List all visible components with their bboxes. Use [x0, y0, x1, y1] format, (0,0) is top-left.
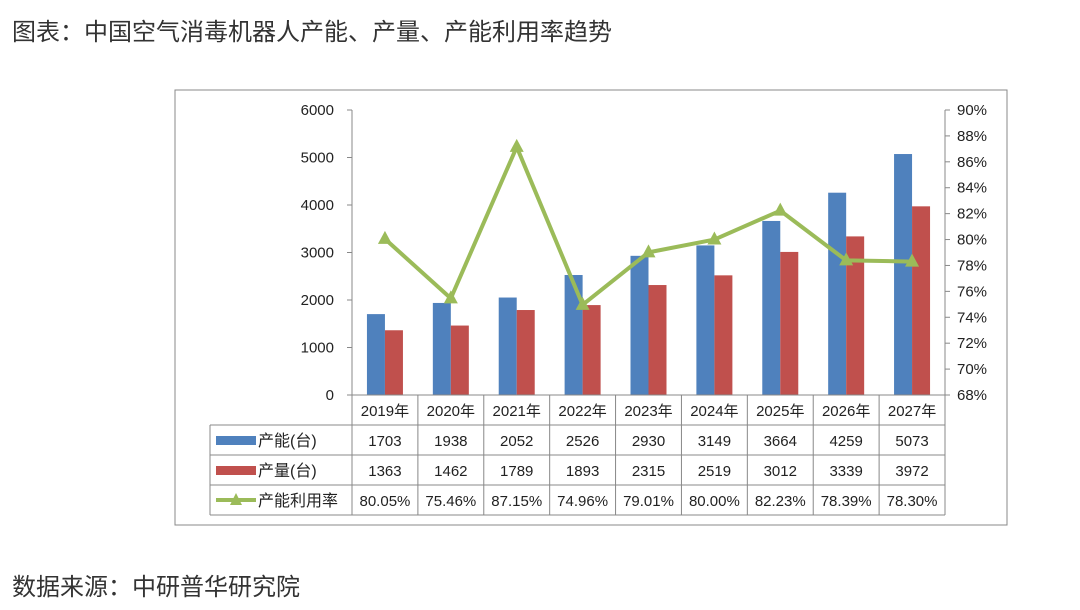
table-value: 78.39%	[821, 493, 872, 510]
legend-label: 产能(台)	[258, 432, 317, 450]
table-value: 82.23%	[755, 493, 806, 510]
table-value: 80.00%	[689, 493, 740, 510]
left-tick-label: 1000	[301, 340, 334, 357]
capacity-bar	[432, 302, 451, 395]
right-tick-label: 80%	[957, 232, 987, 249]
table-value: 3339	[829, 463, 862, 480]
table-value: 2930	[632, 433, 665, 450]
capacity-bar	[894, 154, 913, 395]
table-value: 79.01%	[623, 493, 674, 510]
category-label: 2019年	[361, 403, 409, 420]
capacity-bar	[828, 192, 847, 395]
category-label: 2020年	[427, 403, 475, 420]
right-tick-label: 84%	[957, 180, 987, 197]
production-bar	[780, 251, 799, 395]
utilization-marker	[707, 231, 722, 245]
table-value: 2526	[566, 433, 599, 450]
table-value: 1789	[500, 463, 533, 480]
legend-marker	[230, 493, 242, 505]
right-tick-label: 74%	[957, 309, 987, 326]
production-bar	[648, 285, 667, 395]
legend-label: 产量(台)	[258, 462, 317, 480]
production-bar	[516, 310, 535, 395]
utilization-marker	[575, 296, 590, 310]
left-tick-label: 6000	[301, 102, 334, 119]
capacity-bar	[762, 220, 781, 395]
table-value: 3664	[764, 433, 797, 450]
table-value: 75.46%	[425, 493, 476, 510]
utilization-marker	[773, 202, 788, 216]
category-label: 2025年	[756, 403, 804, 420]
category-label: 2026年	[822, 403, 870, 420]
right-tick-label: 76%	[957, 283, 987, 300]
production-bar	[582, 305, 601, 395]
production-bar	[714, 275, 733, 395]
left-tick-label: 0	[326, 387, 334, 404]
legend-swatch	[216, 466, 256, 475]
left-tick-label: 2000	[301, 292, 334, 309]
table-value: 1363	[368, 463, 401, 480]
table-value: 1893	[566, 463, 599, 480]
capacity-bar	[564, 275, 583, 395]
table-value: 2052	[500, 433, 533, 450]
table-value: 1938	[434, 433, 467, 450]
table-value: 80.05%	[360, 493, 411, 510]
table-value: 2519	[698, 463, 731, 480]
category-label: 2027年	[888, 403, 936, 420]
table-value: 3012	[764, 463, 797, 480]
production-bar	[912, 206, 931, 395]
production-bar	[846, 236, 865, 395]
right-tick-label: 86%	[957, 154, 987, 171]
right-tick-label: 88%	[957, 128, 987, 145]
table-value: 1462	[434, 463, 467, 480]
left-tick-label: 4000	[301, 197, 334, 214]
table-value: 1703	[368, 433, 401, 450]
category-label: 2022年	[558, 403, 606, 420]
table-value: 3149	[698, 433, 731, 450]
table-value: 3972	[895, 463, 928, 480]
category-label: 2023年	[624, 403, 672, 420]
data-source: 数据来源：中研普华研究院	[12, 573, 300, 601]
utilization-marker	[443, 290, 458, 304]
table-value: 87.15%	[491, 493, 542, 510]
category-label: 2021年	[493, 403, 541, 420]
utilization-marker	[377, 230, 392, 244]
left-tick-label: 3000	[301, 245, 334, 262]
right-tick-label: 90%	[957, 102, 987, 119]
legend-swatch	[216, 436, 256, 445]
capacity-bar	[498, 297, 517, 395]
table-value: 4259	[829, 433, 862, 450]
capacity-bar	[366, 314, 385, 395]
table-value: 2315	[632, 463, 665, 480]
legend-label: 产能利用率	[258, 492, 338, 510]
utilization-marker	[905, 253, 920, 267]
table-value: 78.30%	[887, 493, 938, 510]
utilization-marker	[641, 244, 656, 258]
table-value: 74.96%	[557, 493, 608, 510]
right-tick-label: 78%	[957, 257, 987, 274]
production-bar	[384, 330, 403, 395]
category-label: 2024年	[690, 403, 738, 420]
table-value: 5073	[895, 433, 928, 450]
right-tick-label: 72%	[957, 335, 987, 352]
capacity-bar	[696, 245, 715, 395]
utilization-marker	[509, 138, 524, 152]
utilization-marker	[839, 252, 854, 266]
capacity-bar	[630, 255, 649, 395]
right-tick-label: 68%	[957, 387, 987, 404]
right-tick-label: 82%	[957, 206, 987, 223]
production-bar	[450, 325, 469, 395]
left-tick-label: 5000	[301, 150, 334, 167]
page-title: 图表：中国空气消毒机器人产能、产量、产能利用率趋势	[12, 18, 612, 46]
right-tick-label: 70%	[957, 361, 987, 378]
